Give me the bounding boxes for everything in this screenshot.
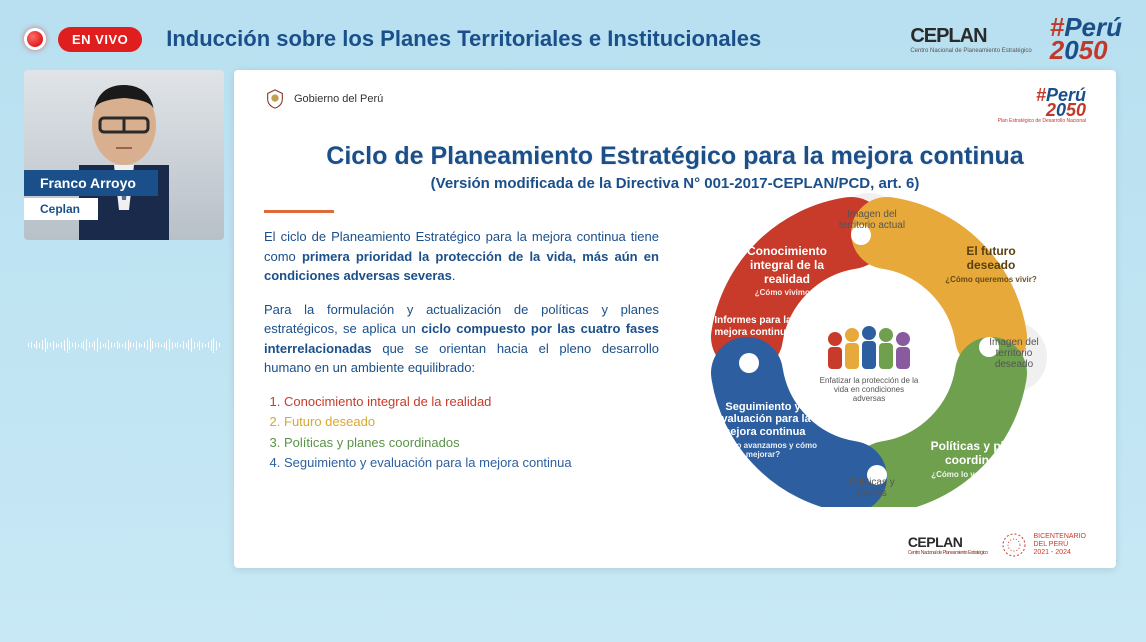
blu-q: ¿Cuánto avanzamos y cómo mejorar?	[703, 441, 823, 459]
diagram-center-text: Enfatizar la protección de la vida en co…	[819, 377, 919, 403]
peru-yr-0b: 0	[1093, 35, 1107, 65]
phase-list: Conocimiento integral de la realidad Fut…	[264, 392, 659, 473]
p1b: primera prioridad la protección de la vi…	[264, 249, 659, 284]
grn-q: ¿Cómo lo vamos a hacer?	[921, 470, 1041, 479]
footer-ceplan-logo: CEPLAN Centro Nacional de Planeamiento E…	[908, 534, 988, 556]
stream-title: Inducción sobre los Planes Territoriales…	[166, 26, 761, 52]
audio-waveform-icon	[24, 330, 224, 360]
slide-body: El ciclo de Planeamiento Estratégico par…	[264, 227, 1086, 507]
paragraph-2: Para la formulación y actualización de p…	[264, 300, 659, 378]
live-badge: EN VIVO	[58, 27, 142, 52]
people-icon	[828, 326, 910, 369]
ps-sub: Plan Estratégico de Desarrollo Nacional	[998, 119, 1086, 123]
diagram-blue-label-a: Informes para la mejora continua	[703, 315, 803, 338]
diagram-outer-right: Imagen del territorio deseado	[979, 337, 1049, 370]
phase-2: Futuro deseado	[284, 412, 659, 432]
footer-bicentenario-logo: BICENTENARIO DEL PERÚ 2021 - 2024	[1001, 532, 1086, 558]
content-row: /// Franco Arroyo Ceplan Gobierno del Pe…	[0, 70, 1146, 568]
peru-yr-2: 2	[1050, 35, 1064, 65]
blu-lbl: Seguimiento y evaluación para la mejora …	[715, 401, 810, 438]
peru-yr-5: 5	[1079, 35, 1093, 65]
bic-c: 2021 - 2024	[1033, 549, 1086, 557]
ps-hash: #	[1036, 85, 1046, 105]
crest-icon	[264, 88, 286, 110]
speaker-label-block: /// Franco Arroyo Ceplan	[24, 170, 158, 220]
accent-underline	[264, 210, 334, 213]
diagram-green-label: Políticas y planes coordinados ¿Cómo lo …	[921, 440, 1041, 479]
diagram-outer-top: Imagen del territorio actual	[837, 209, 907, 231]
phase-4: Seguimiento y evaluación para la mejora …	[284, 453, 659, 473]
record-indicator-icon	[24, 28, 46, 50]
slide-header: Gobierno del Perú #Perú 2050 Plan Estrat…	[264, 88, 1086, 136]
diagram-yellow-label: El futuro deseado ¿Cómo queremos vivir?	[941, 245, 1041, 284]
stream-header: EN VIVO Inducción sobre los Planes Terri…	[0, 0, 1146, 70]
speaker-name: Franco Arroyo	[24, 170, 158, 196]
speaker-org: Ceplan	[24, 198, 98, 220]
diagram-red-label: Conocimiento integral de la realidad ¿Có…	[727, 245, 847, 298]
phase-3: Políticas y planes coordinados	[284, 433, 659, 453]
phase-1: Conocimiento integral de la realidad	[284, 392, 659, 412]
paragraph-1: El ciclo de Planeamiento Estratégico par…	[264, 227, 659, 286]
ceplan-logo-subtitle: Centro Nacional de Planeamiento Estratég…	[910, 48, 1031, 54]
speaker-video[interactable]: /// Franco Arroyo Ceplan	[24, 70, 224, 240]
ceplan-logo: CEPLAN Centro Nacional de Planeamiento E…	[910, 25, 1031, 54]
gov-label: Gobierno del Perú	[294, 93, 383, 105]
red-lbl: Conocimiento integral de la realidad	[747, 244, 827, 286]
bic-a: BICENTENARIO	[1033, 533, 1086, 541]
diagram-blue-label-b: Seguimiento y evaluación para la mejora …	[703, 401, 823, 459]
slide-footer: CEPLAN Centro Nacional de Planeamiento E…	[908, 532, 1086, 558]
peru-2050-logo-small: #Perú 2050 Plan Estratégico de Desarroll…	[998, 88, 1086, 123]
red-q: ¿Cómo vivimos?	[727, 288, 847, 297]
yel-lbl: El futuro deseado	[966, 244, 1015, 272]
diagram-outer-bottom: Políticas y planes	[837, 477, 907, 499]
slide-text-column: El ciclo de Planeamiento Estratégico par…	[264, 227, 659, 474]
bic-b: DEL PERÚ	[1033, 541, 1086, 549]
gov-peru-logo: Gobierno del Perú	[264, 88, 383, 110]
ceplan-logo-text: CEPLAN	[910, 25, 986, 47]
f-ceplan-sub: Centro Nacional de Planeamiento Estratég…	[908, 550, 988, 556]
yel-q: ¿Cómo queremos vivir?	[941, 275, 1041, 284]
slide-title: Ciclo de Planeamiento Estratégico para l…	[264, 142, 1086, 171]
header-logos: CEPLAN Centro Nacional de Planeamiento E…	[910, 16, 1122, 63]
bicentenario-icon	[1001, 532, 1027, 558]
f-ceplan: CEPLAN	[908, 534, 963, 550]
speaker-column: /// Franco Arroyo Ceplan	[24, 70, 224, 360]
grn-lbl: Políticas y planes coordinados	[931, 439, 1032, 467]
presentation-slide: Gobierno del Perú #Perú 2050 Plan Estrat…	[234, 70, 1116, 568]
cycle-diagram: Conocimiento integral de la realidad ¿Có…	[669, 187, 1069, 507]
peru-yr-0a: 0	[1064, 35, 1078, 65]
peru-2050-logo: #Perú 2050	[1050, 16, 1122, 63]
p1c: .	[452, 268, 456, 283]
